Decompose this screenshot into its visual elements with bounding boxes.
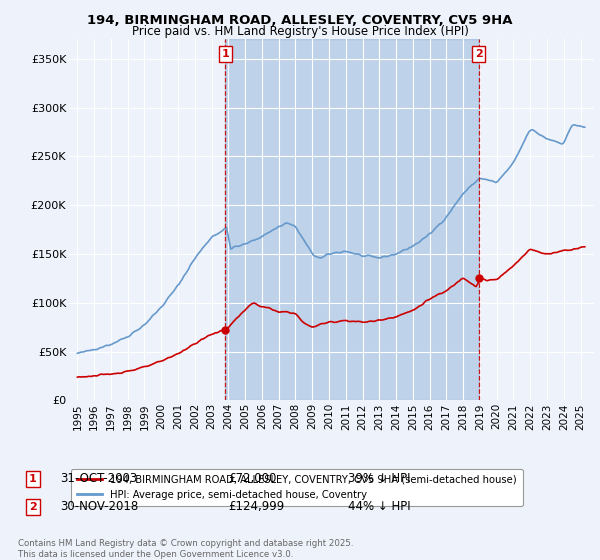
Text: 1: 1	[29, 474, 37, 484]
Text: 2: 2	[475, 49, 482, 59]
Text: 39% ↓ HPI: 39% ↓ HPI	[348, 472, 410, 486]
Text: 30-NOV-2018: 30-NOV-2018	[60, 500, 138, 514]
Text: £72,000: £72,000	[228, 472, 277, 486]
Text: 1: 1	[221, 49, 229, 59]
Bar	[226, 39, 479, 400]
Text: Price paid vs. HM Land Registry's House Price Index (HPI): Price paid vs. HM Land Registry's House …	[131, 25, 469, 38]
Text: 2: 2	[29, 502, 37, 512]
Legend: 194, BIRMINGHAM ROAD, ALLESLEY, COVENTRY, CV5 9HA (semi-detached house), HPI: Av: 194, BIRMINGHAM ROAD, ALLESLEY, COVENTRY…	[71, 469, 523, 506]
Text: 31-OCT-2003: 31-OCT-2003	[60, 472, 137, 486]
Text: £124,999: £124,999	[228, 500, 284, 514]
Text: Contains HM Land Registry data © Crown copyright and database right 2025.
This d: Contains HM Land Registry data © Crown c…	[18, 539, 353, 559]
Text: 44% ↓ HPI: 44% ↓ HPI	[348, 500, 410, 514]
Text: 194, BIRMINGHAM ROAD, ALLESLEY, COVENTRY, CV5 9HA: 194, BIRMINGHAM ROAD, ALLESLEY, COVENTRY…	[87, 14, 513, 27]
